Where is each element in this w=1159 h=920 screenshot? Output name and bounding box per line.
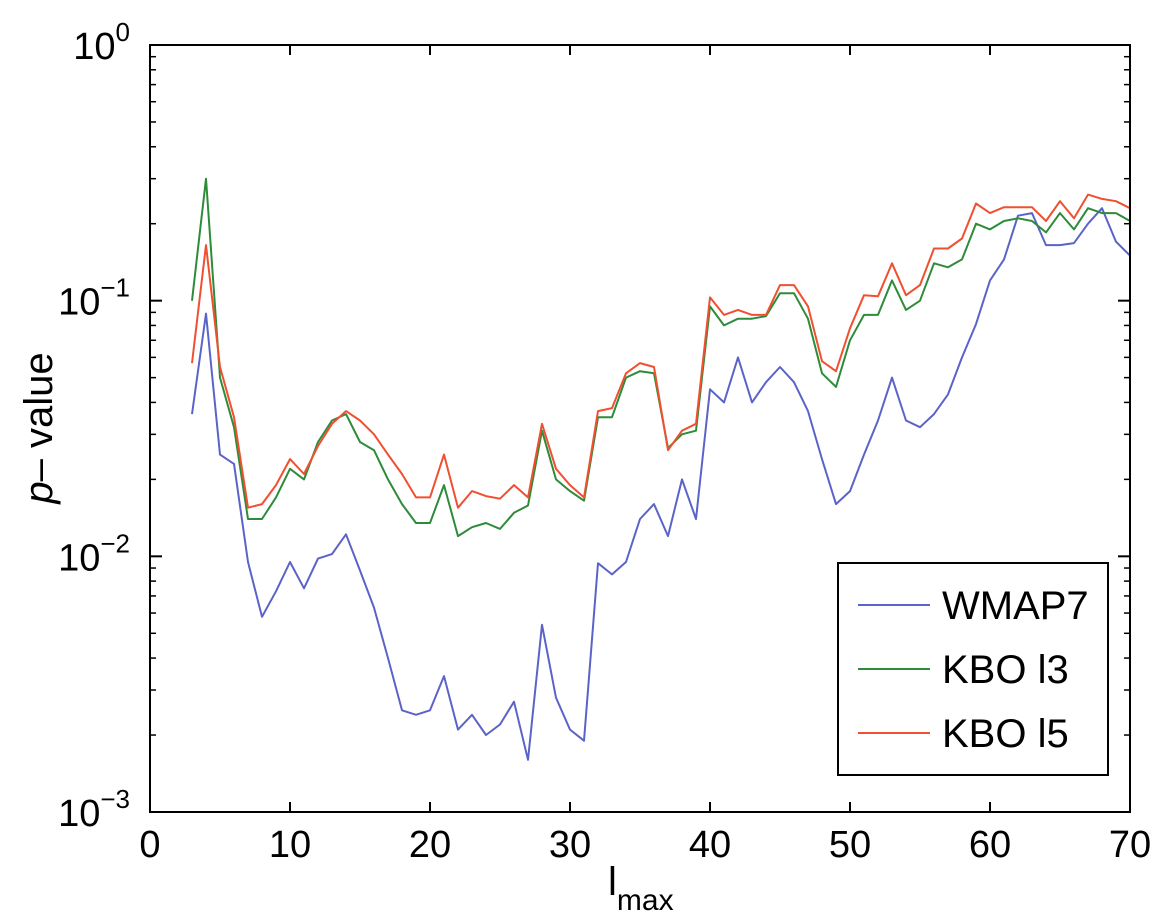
series-layer: [191, 177, 1131, 761]
legend-label-2: KBO l3: [942, 648, 1069, 692]
axes-layer: 0 10 20 30 40 50 60 70 10−3 10−2 10−1 100: [58, 17, 1151, 866]
x-tick-label: 70: [1109, 824, 1151, 866]
y-axis-label-rest: – value: [17, 352, 61, 481]
plot-frame: [149, 44, 1131, 813]
legend: WMAP7 KBO l3 KBO l5: [837, 562, 1109, 776]
x-axis-label: lmax: [608, 860, 674, 917]
y-tick-label: 10−1: [58, 273, 130, 324]
x-tick-label: 30: [549, 824, 591, 866]
y-axis-label: p– value: [17, 352, 61, 504]
legend-label-1: WMAP7: [942, 584, 1089, 628]
y-tick-label: 10−2: [58, 528, 130, 579]
x-tick-label: 50: [829, 824, 871, 866]
x-axis-label-main: l: [608, 860, 617, 904]
x-tick-label: 40: [689, 824, 731, 866]
x-tick-label: 0: [139, 824, 160, 866]
legend-label-3: KBO l5: [942, 712, 1069, 756]
y-tick-label: 10−3: [58, 784, 130, 835]
series-line-3: [191, 193, 1131, 509]
x-tick-label: 20: [409, 824, 451, 866]
y-axis-label-italic: p: [17, 481, 61, 504]
series-line-1: [191, 207, 1131, 761]
x-axis-label-sub: max: [617, 884, 674, 917]
y-tick-label: 100: [73, 17, 130, 68]
x-tick-label: 10: [269, 824, 311, 866]
x-tick-label: 60: [969, 824, 1011, 866]
